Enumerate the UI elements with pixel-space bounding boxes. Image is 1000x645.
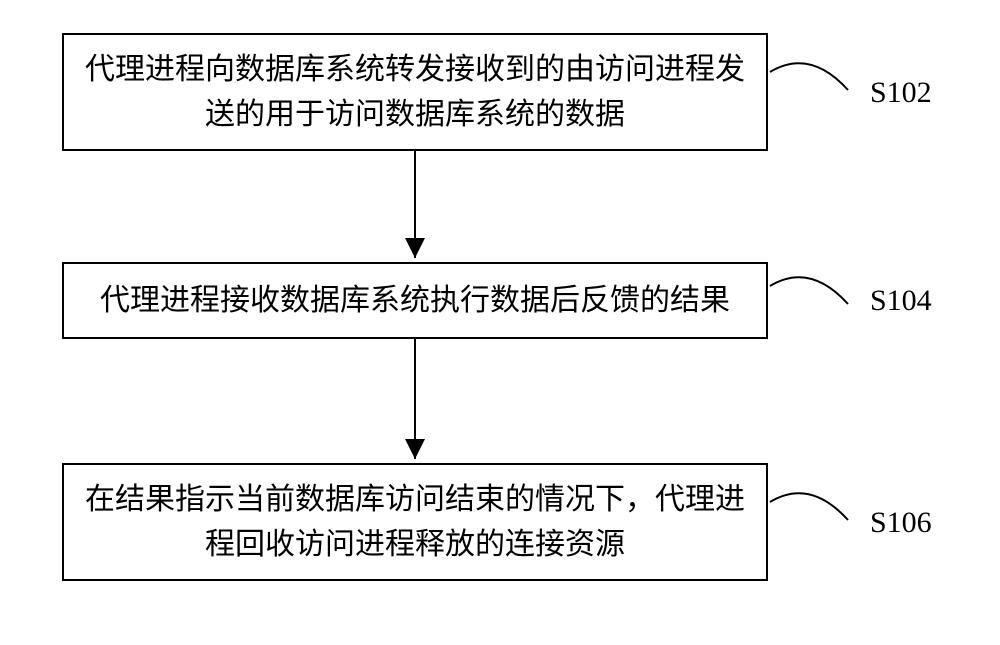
flow-node-1-text: 代理进程向数据库系统转发接收到的由访问进程发送的用于访问数据库系统的数据 — [84, 47, 746, 137]
flow-node-1-label: S102 — [870, 76, 932, 110]
flowchart-canvas: 代理进程向数据库系统转发接收到的由访问进程发送的用于访问数据库系统的数据 S10… — [0, 0, 1000, 645]
flow-node-2-text: 代理进程接收数据库系统执行数据后反馈的结果 — [100, 278, 730, 323]
curve-label-3 — [770, 493, 848, 520]
flow-node-3-label: S106 — [870, 506, 932, 540]
flow-node-2: 代理进程接收数据库系统执行数据后反馈的结果 — [62, 262, 768, 339]
flow-node-3: 在结果指示当前数据库访问结束的情况下，代理进程回收访问进程释放的连接资源 — [62, 463, 768, 581]
flow-node-2-label: S104 — [870, 284, 932, 318]
flow-node-3-text: 在结果指示当前数据库访问结束的情况下，代理进程回收访问进程释放的连接资源 — [84, 477, 746, 567]
flow-node-1: 代理进程向数据库系统转发接收到的由访问进程发送的用于访问数据库系统的数据 — [62, 33, 768, 151]
curve-label-2 — [770, 277, 848, 304]
curve-label-1 — [770, 63, 848, 90]
